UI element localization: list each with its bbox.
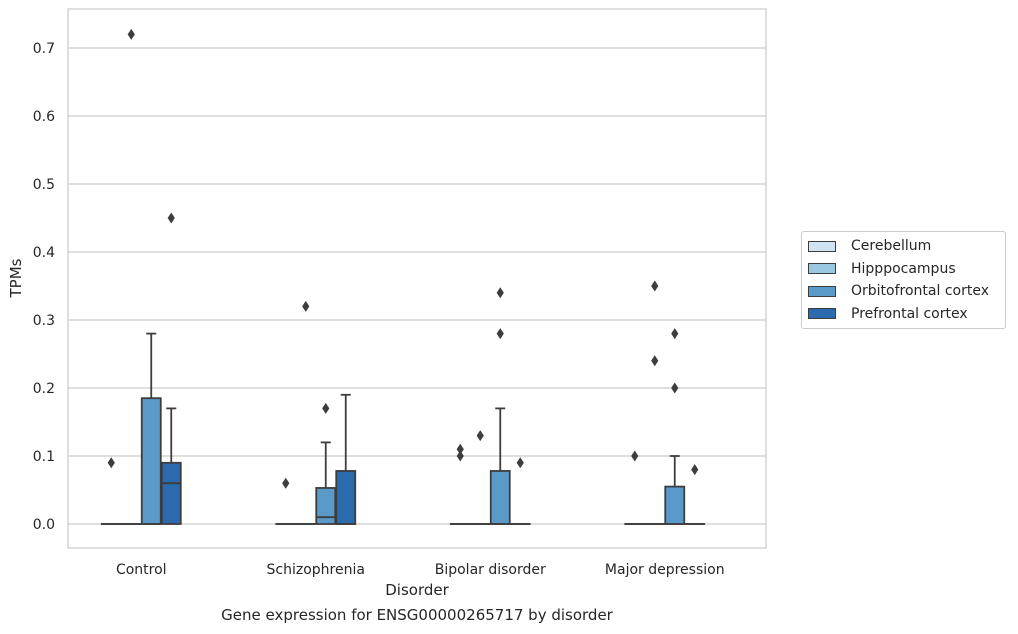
- outlier-point: [651, 355, 659, 367]
- box-0-0: [100, 457, 122, 525]
- legend-swatch: [808, 308, 836, 320]
- legend-label: Orbitofrontal cortex: [851, 283, 989, 300]
- legend-item: Cerebellum: [802, 235, 1005, 258]
- y-tick-label: 0.6: [33, 109, 55, 125]
- outlier-point: [671, 328, 679, 340]
- x-tick-label: Schizophrenia: [267, 562, 365, 578]
- box-3-0: [160, 212, 182, 525]
- legend-item: Orbitofrontal cortex: [802, 280, 1005, 303]
- x-tick-label: Control: [116, 562, 167, 578]
- legend-swatch: [808, 285, 836, 297]
- outlier-point: [302, 300, 310, 312]
- legend-label: Cerebellum: [851, 238, 932, 255]
- box-2-0: [140, 332, 162, 525]
- legend-label: Hipppocampus: [851, 260, 956, 277]
- x-axis-label: Disorder: [385, 581, 449, 599]
- box-0-1: [275, 477, 297, 525]
- box-2-3: [664, 328, 686, 525]
- chart-caption: Gene expression for ENSG00000265717 by d…: [221, 606, 613, 624]
- x-tick-label: Major depression: [605, 562, 725, 578]
- outlier-point: [496, 328, 504, 340]
- box-3-3: [684, 464, 706, 525]
- outlier-point: [496, 287, 504, 299]
- box-body: [315, 487, 337, 525]
- outlier-point: [107, 457, 115, 469]
- y-tick-label: 0.7: [33, 41, 55, 57]
- y-tick-label: 0.1: [33, 449, 55, 465]
- box-0-2: [449, 443, 471, 525]
- x-tick-labels: Control Schizophrenia Bipolar disorder Majo…: [116, 562, 725, 578]
- box-1-3: [644, 280, 666, 525]
- outlier-point: [127, 28, 135, 40]
- box-1-2: [469, 430, 491, 525]
- box-3-1: [335, 393, 357, 525]
- x-tick-label: Bipolar disorder: [435, 562, 546, 578]
- legend-swatch: [808, 240, 836, 252]
- box-body: [140, 397, 162, 525]
- plot-frame: [67, 8, 767, 549]
- box-0-3: [624, 450, 646, 525]
- legend-item: Prefrontal cortex: [802, 303, 1005, 326]
- y-tick-label: 0.5: [33, 177, 55, 193]
- outlier-point: [651, 280, 659, 292]
- y-tick-label: 0.4: [33, 245, 55, 261]
- outlier-point: [631, 450, 639, 462]
- y-axis-label: TPMs: [7, 258, 25, 298]
- box-2-1: [315, 402, 337, 525]
- outlier-point: [671, 382, 679, 394]
- boxes: [100, 28, 706, 525]
- y-tick-label: 0.3: [33, 313, 55, 329]
- box-body: [664, 485, 686, 525]
- gridlines: [68, 47, 766, 525]
- legend-swatch: [808, 263, 836, 275]
- outlier-point: [456, 443, 464, 455]
- outlier-point: [476, 430, 484, 442]
- box-3-2: [509, 457, 531, 525]
- outlier-point: [282, 477, 290, 489]
- outlier-point: [322, 402, 330, 414]
- outlier-point: [167, 212, 175, 224]
- legend-item: Hipppocampus: [802, 258, 1005, 281]
- outlier-point: [516, 457, 524, 469]
- y-tick-labels: 0.0 0.1 0.2 0.3 0.4 0.5 0.6 0.7: [33, 41, 55, 533]
- box-body: [160, 461, 182, 525]
- y-tick-label: 0.0: [33, 517, 55, 533]
- box-body: [335, 470, 357, 525]
- box-2-2: [489, 287, 511, 525]
- outlier-point: [691, 464, 699, 476]
- box-1-1: [295, 300, 317, 525]
- outlier-point: [456, 450, 464, 462]
- box-1-0: [120, 28, 142, 525]
- y-tick-label: 0.2: [33, 381, 55, 397]
- legend-label: Prefrontal cortex: [851, 305, 968, 322]
- box-body: [489, 470, 511, 525]
- legend: Cerebellum Hipppocampus Orbitofrontal cort…: [801, 231, 1006, 329]
